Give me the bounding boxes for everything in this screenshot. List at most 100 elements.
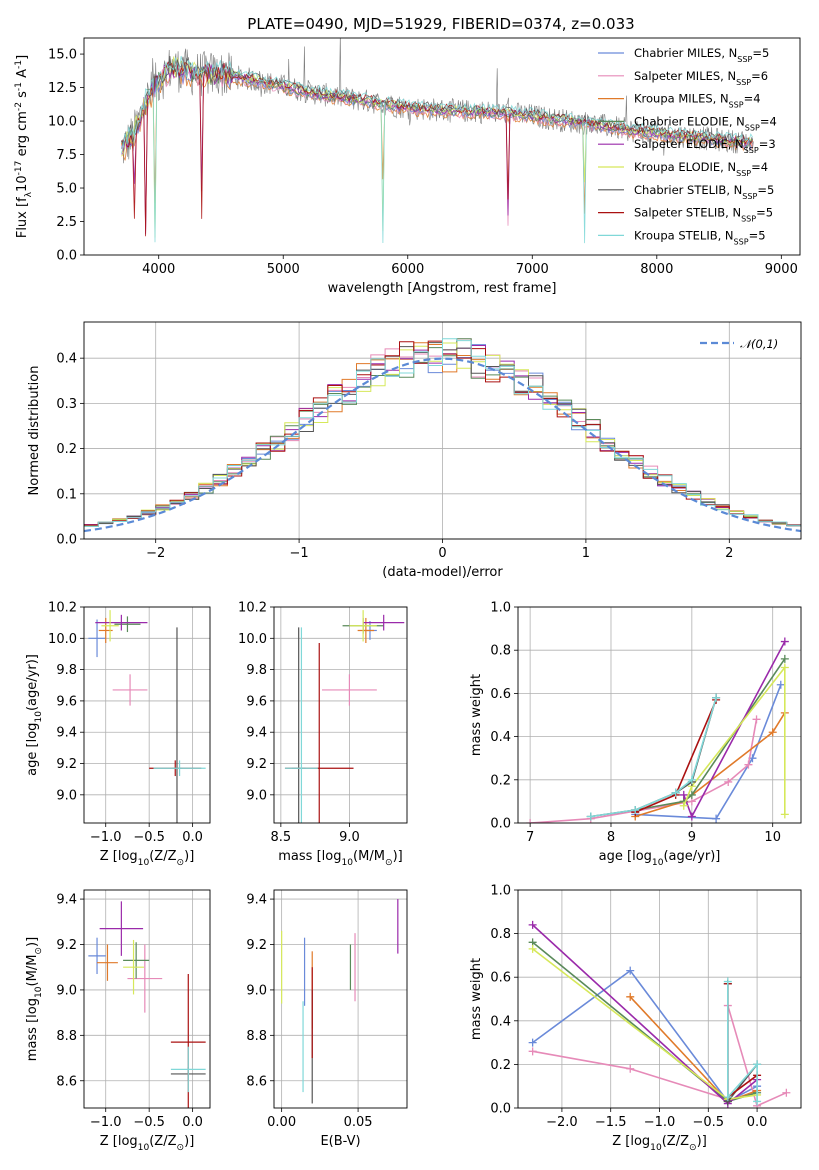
axes-age-vs-mass: 8.5 9.0 9.0 9.2 9.4 9.6 9.8 10.0 10.2 mass [log10… [238, 601, 407, 868]
y-tick-label: 1.0 [490, 884, 511, 899]
series-marker-4 [679, 790, 688, 799]
y-tick-label: 9.6 [56, 694, 77, 709]
y-tick-label: 9.8 [56, 663, 77, 678]
axes-spectrum: 4000 5000 6000 7000 8000 9000 0.0 2.5 5.0 7.5 10.0… [14, 38, 798, 296]
y-tick-label: 9.0 [246, 983, 267, 998]
x-tick-label: 9.0 [339, 830, 360, 845]
series-marker-4 [528, 920, 537, 929]
series-line-1 [530, 719, 758, 823]
y-axis-label: Normed distribution [27, 366, 42, 496]
series-marker-1 [626, 1064, 635, 1073]
y-tick-label: 0.8 [490, 927, 511, 942]
series-marker-8 [753, 1060, 762, 1069]
series-marker-8 [586, 812, 595, 821]
series-line-5 [532, 948, 758, 1101]
axes-residuals: −2 −1 0 1 2 0.0 0.1 0.2 0.3 0.4 (data-model)/error… [27, 322, 801, 580]
series-line-5 [683, 665, 786, 815]
y-tick-label: 10.0 [238, 632, 267, 647]
axes-massweight-vs-age: 7 8 9 10 0.0 0.2 0.4 0.6 0.8 1.0 age [log10(age/yr… [469, 601, 801, 868]
x-tick-label: −1.0 [644, 1115, 676, 1130]
legend-label-2: Kroupa MILES, NSSP=4 [634, 92, 761, 110]
series-marker-8 [723, 977, 732, 986]
x-tick-label: 9 [688, 830, 696, 845]
x-tick-label: 7000 [516, 262, 549, 277]
y-tick-label: 0.2 [56, 442, 77, 457]
y-tick-label: 0.4 [490, 730, 511, 745]
spectrum-data [121, 38, 754, 164]
series-marker-1 [526, 819, 535, 823]
x-axis-label: age [log10(age/yr)] [599, 849, 721, 868]
plot-area [121, 38, 754, 244]
figure-title: PLATE=0490, MJD=51929, FIBERID=0374, z=0… [247, 15, 634, 33]
legend-label-0: Chabrier MILES, NSSP=5 [634, 46, 769, 64]
y-tick-label: 7.5 [56, 148, 77, 163]
series-marker-8 [753, 1097, 762, 1106]
y-tick-label: 0.0 [56, 249, 77, 264]
y-tick-label: 0.1 [56, 487, 77, 502]
axes-frame [273, 606, 408, 824]
y-tick-label: 15.0 [48, 48, 77, 63]
series-line-0 [532, 969, 758, 1103]
y-tick-label: 9.4 [246, 726, 267, 741]
y-tick-label: 9.2 [56, 757, 77, 772]
x-axis-label: E(B-V) [320, 1134, 360, 1149]
series-line-8 [727, 981, 758, 1102]
legend-gaussian-label: 𝒩(0,1) [740, 337, 778, 351]
y-tick-label: 12.5 [48, 81, 77, 96]
y-tick-label: 0.0 [490, 1102, 511, 1117]
series-marker-0 [528, 1038, 537, 1047]
series-marker-4 [687, 812, 696, 821]
series-marker-0 [776, 680, 785, 689]
y-tick-label: 9.4 [56, 893, 77, 908]
spectrum-legend: Chabrier MILES, NSSP=5 Salpeter MILES, NS… [598, 46, 777, 246]
x-tick-label: 0.0 [747, 1115, 768, 1130]
y-tick-label: 10.2 [238, 601, 267, 616]
x-tick-label: −1.0 [90, 830, 122, 845]
y-tick-label: 0.6 [490, 971, 511, 986]
x-tick-label: −1.0 [90, 1115, 122, 1130]
axes-mass-vs-Z: −1.0 −0.5 0.0 8.6 8.8 9.0 9.2 9.4 Z [log10(Z/Z⊙)… [25, 890, 210, 1153]
series-marker-1 [724, 777, 733, 786]
legend-label-7: Salpeter STELIB, NSSP=5 [634, 206, 773, 224]
x-tick-label: 8 [607, 830, 615, 845]
y-axis-label: mass weight [469, 674, 484, 756]
series-marker-1 [752, 715, 761, 724]
series-line-2 [634, 712, 786, 818]
axes-frame [83, 889, 211, 1109]
y-tick-label: 8.6 [56, 1074, 77, 1089]
residual-histogram-8 [84, 338, 801, 527]
y-tick-label: 9.2 [56, 938, 77, 953]
model-spectrum-8 [121, 55, 754, 244]
series-marker-4 [780, 637, 789, 646]
legend-label-5: Kroupa ELODIE, NSSP=4 [634, 160, 768, 178]
series-marker-5 [780, 663, 789, 672]
series-marker-3 [780, 654, 789, 663]
x-tick-label: 9000 [765, 262, 798, 277]
series-marker-1 [528, 1047, 537, 1056]
x-tick-label: 0.0 [182, 830, 203, 845]
x-axis-label: Z [log10(Z/Z⊙)] [612, 1134, 707, 1153]
axes-frame [83, 37, 801, 256]
x-tick-label: 0.0 [182, 1115, 203, 1130]
y-tick-label: 0.4 [56, 352, 77, 367]
y-tick-label: 9.8 [246, 663, 267, 678]
x-tick-label: 2 [725, 546, 733, 561]
y-tick-label: 9.0 [246, 788, 267, 803]
plot-area [528, 920, 791, 1108]
series-marker-1 [744, 760, 753, 769]
legend-label-3: Chabrier ELODIE, NSSP=4 [634, 114, 777, 131]
y-tick-label: 0.0 [490, 817, 511, 832]
x-tick-label: 0 [438, 546, 446, 561]
series-marker-0 [712, 814, 721, 823]
y-tick-label: 10.2 [48, 601, 77, 616]
series-marker-8 [712, 693, 721, 702]
axes-age-vs-Z: −1.0 −0.5 0.0 9.0 9.2 9.4 9.6 9.8 10.0 10.2 Z [log… [25, 601, 210, 868]
x-tick-label: −1 [290, 546, 309, 561]
y-tick-label: 2.5 [56, 215, 77, 230]
legend-label-6: Chabrier STELIB, NSSP=5 [634, 183, 774, 201]
y-tick-label: 9.0 [56, 983, 77, 998]
series-marker-8 [671, 788, 680, 797]
x-tick-label: −0.5 [133, 1115, 165, 1130]
y-tick-label: 9.2 [246, 757, 267, 772]
